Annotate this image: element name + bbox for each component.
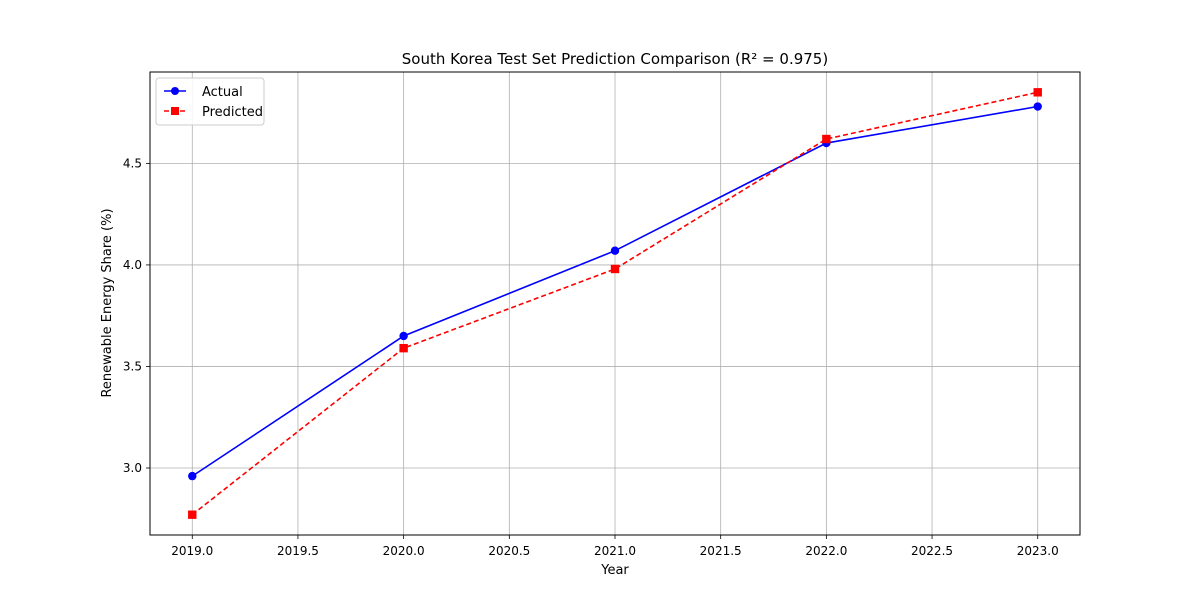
data-point-predicted	[399, 343, 408, 353]
x-tick-label: 2021.5	[700, 544, 742, 558]
x-axis-label: Year	[600, 563, 629, 578]
axis-ticks: 2019.0 2019.5 2020.0 2020.5 2021.0 2021.5 2022…	[123, 156, 1059, 558]
data-point-actual	[1033, 102, 1042, 111]
grid	[150, 72, 1080, 535]
data-point-actual	[399, 331, 408, 341]
x-tick-label: 2023.0	[1017, 544, 1059, 558]
y-tick-label: 4.0	[123, 258, 142, 272]
y-tick-label: 3.0	[123, 461, 142, 475]
legend: Actual Predicted	[155, 77, 265, 126]
legend-actual-label: Actual	[202, 85, 243, 100]
x-tick-label: 2021.0	[594, 544, 636, 558]
data-point-actual	[610, 246, 620, 255]
data-point-predicted	[1033, 88, 1042, 97]
x-tick-label: 2019.0	[171, 544, 213, 558]
x-tick-label: 2019.5	[277, 544, 319, 558]
legend-predicted-marker	[171, 107, 179, 115]
chart-title: South Korea Test Set Prediction Comparis…	[402, 50, 828, 68]
data-point-predicted	[188, 510, 197, 519]
data-point-predicted	[610, 264, 620, 274]
data-point-actual	[188, 471, 197, 481]
x-tick-label: 2020.0	[383, 544, 425, 558]
series-layer	[188, 88, 1042, 519]
y-tick-label: 4.5	[123, 156, 142, 170]
legend-actual-marker	[171, 87, 179, 95]
series-line-predicted	[191, 91, 1038, 516]
legend-predicted-label: Predicted	[202, 105, 263, 120]
x-tick-label: 2020.5	[488, 544, 530, 558]
legend-box	[155, 77, 265, 126]
y-tick-label: 3.5	[123, 359, 142, 373]
data-point-predicted	[822, 134, 831, 144]
x-tick-label: 2022.0	[805, 544, 847, 558]
x-tick-label: 2022.5	[911, 544, 953, 558]
y-axis-label: Renewable Energy Share (%)	[100, 208, 115, 397]
